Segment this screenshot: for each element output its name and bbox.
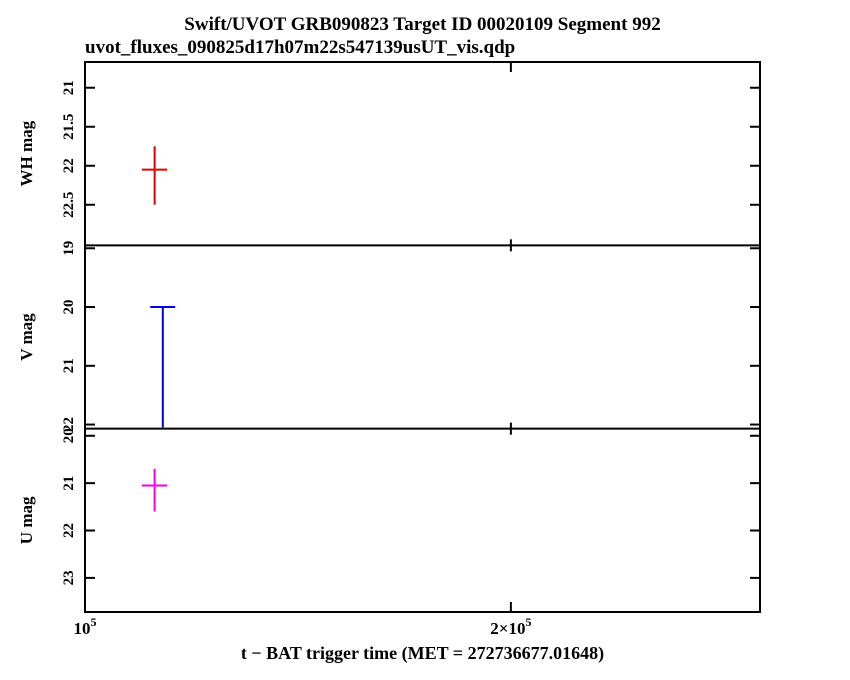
chart-subtitle: uvot_fluxes_090825d17h07m22s547139usUT_v… xyxy=(85,37,515,58)
y-axis-label: U mag xyxy=(17,496,36,544)
y-tick-label: 22.5 xyxy=(61,192,77,218)
chart-title: Swift/UVOT GRB090823 Target ID 00020109 … xyxy=(184,14,660,35)
y-tick-label: 21.5 xyxy=(61,114,77,140)
y-tick-label: 22 xyxy=(61,158,77,173)
y-tick-label: 23 xyxy=(61,570,77,585)
x-tick-label: 2×105 xyxy=(490,615,531,638)
y-axis-label: WH mag xyxy=(17,120,36,186)
y-tick-label: 20 xyxy=(61,428,77,443)
x-tick-label: 105 xyxy=(74,615,97,638)
x-axis-label: t − BAT trigger time (MET = 272736677.01… xyxy=(241,643,604,664)
plot-frame xyxy=(84,61,761,613)
y-tick-label: 22 xyxy=(61,523,77,538)
y-tick-label: 21 xyxy=(61,358,77,373)
y-tick-label: 20 xyxy=(61,300,77,315)
y-tick-label: 21 xyxy=(61,476,77,491)
data-point-v xyxy=(150,306,176,428)
y-tick-label: 21 xyxy=(61,80,77,95)
y-tick-label: 22 xyxy=(61,417,77,432)
y-tick-label: 19 xyxy=(61,241,77,256)
data-point-u xyxy=(141,468,168,512)
data-point-wh xyxy=(141,146,168,205)
y-axis-label: V mag xyxy=(17,313,36,361)
